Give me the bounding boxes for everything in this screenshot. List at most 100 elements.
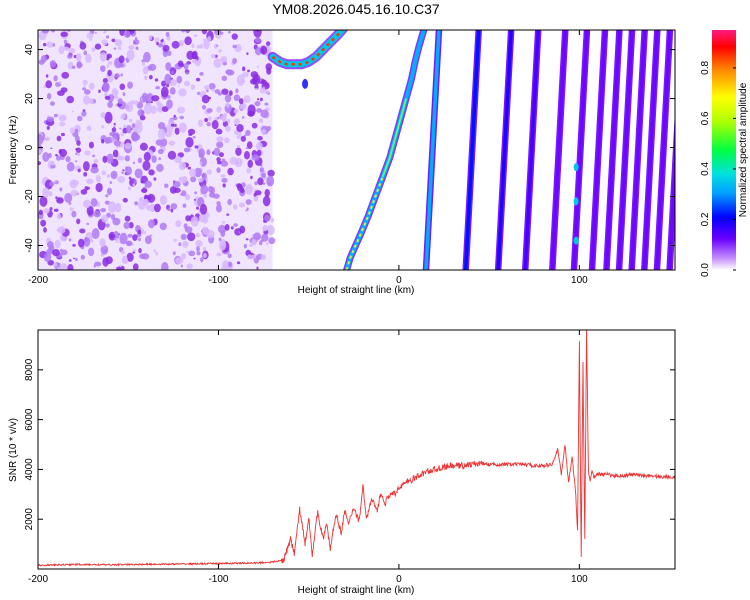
noise-blob (228, 30, 231, 34)
noise-blob (167, 207, 171, 211)
colorbar-tick-label: 0.6 (700, 111, 711, 125)
noise-blob (106, 53, 113, 59)
noise-blob (116, 146, 119, 149)
noise-blob (79, 228, 86, 234)
noise-blob (133, 179, 137, 184)
noise-blob (111, 127, 117, 133)
noise-blob (114, 73, 120, 79)
noise-blob (206, 169, 212, 175)
noise-blob (180, 193, 183, 196)
noise-blob (115, 95, 119, 100)
noise-blob (185, 215, 191, 222)
noise-blob (240, 159, 243, 163)
noise-blob (265, 41, 271, 46)
noise-blob (224, 224, 230, 231)
noise-blob (107, 159, 114, 164)
noise-blob (93, 210, 101, 218)
noise-blob (41, 55, 48, 63)
noise-blob (68, 259, 72, 262)
noise-blob (126, 49, 135, 61)
noise-blob (197, 177, 204, 183)
noise-blob (53, 113, 58, 118)
noise-blob (160, 195, 168, 206)
noise-blob (119, 142, 124, 148)
noise-blob (71, 110, 75, 113)
noise-blob (206, 108, 213, 113)
noise-blob (113, 140, 122, 147)
noise-blob (184, 36, 192, 46)
noise-blob (190, 216, 199, 227)
noise-blob (181, 190, 187, 197)
noise-blob (165, 31, 170, 37)
noise-blob (142, 66, 149, 75)
noise-blob (208, 82, 216, 90)
lower-arc-core (345, 176, 384, 270)
noise-blob (48, 191, 53, 197)
noise-blob (216, 157, 221, 162)
noise-blob (102, 82, 110, 92)
noise-blob (100, 65, 106, 72)
noise-blob (112, 217, 121, 226)
noise-blob (80, 254, 86, 260)
noise-blob (70, 127, 75, 134)
noise-blob (107, 69, 112, 77)
noise-blob (257, 177, 264, 186)
noise-blob (60, 31, 68, 37)
noise-blob (79, 42, 87, 50)
noise-blob (117, 98, 123, 105)
noise-blob (104, 138, 111, 144)
noise-blob (56, 135, 62, 142)
noise-blob (219, 31, 224, 35)
noise-blob (125, 101, 134, 113)
noise-blob (228, 261, 233, 268)
noise-blob (83, 89, 91, 95)
noise-blob (161, 262, 169, 270)
noise-blob (236, 124, 244, 132)
noise-blob (113, 47, 117, 50)
noise-blob (189, 168, 197, 178)
noise-blob (141, 92, 149, 102)
x-tick-label: -100 (208, 275, 228, 286)
x-tick-label: -100 (208, 574, 228, 585)
noise-blob (82, 161, 90, 172)
noise-blob (255, 142, 263, 151)
noise-blob (232, 204, 238, 210)
noise-blob (188, 133, 193, 136)
noise-blob (94, 32, 97, 34)
noise-blob (174, 155, 182, 164)
noise-blob (256, 98, 260, 101)
noise-blob (178, 122, 187, 133)
noise-blob (220, 174, 226, 178)
noise-blob (131, 133, 141, 141)
noise-blob (203, 194, 208, 198)
noise-blob (183, 147, 191, 153)
noise-blob (106, 174, 111, 178)
noise-blob (100, 245, 109, 255)
noise-blob (106, 187, 113, 196)
noise-blob (56, 213, 62, 220)
noise-blob (72, 257, 76, 260)
noise-blob (54, 180, 57, 183)
noise-blob (126, 125, 132, 134)
noise-blob (180, 264, 183, 268)
noise-blob (204, 117, 209, 123)
noise-blob (138, 248, 142, 254)
x-tick-label: 100 (571, 275, 588, 286)
noise-blob (67, 264, 74, 270)
noise-blob (220, 160, 229, 167)
noise-blob (201, 30, 208, 35)
noise-blob (173, 114, 176, 118)
noise-blob (135, 46, 139, 50)
noise-blob (86, 32, 94, 39)
noise-blob (224, 93, 232, 103)
noise-blob (178, 39, 185, 47)
noise-blob (77, 238, 85, 248)
noise-blob (164, 183, 169, 188)
stripe (496, 30, 513, 270)
noise-blob (69, 207, 74, 211)
noise-blob (236, 145, 240, 148)
noise-blob (104, 95, 111, 100)
noise-blob (101, 125, 105, 129)
noise-blob (122, 169, 125, 172)
